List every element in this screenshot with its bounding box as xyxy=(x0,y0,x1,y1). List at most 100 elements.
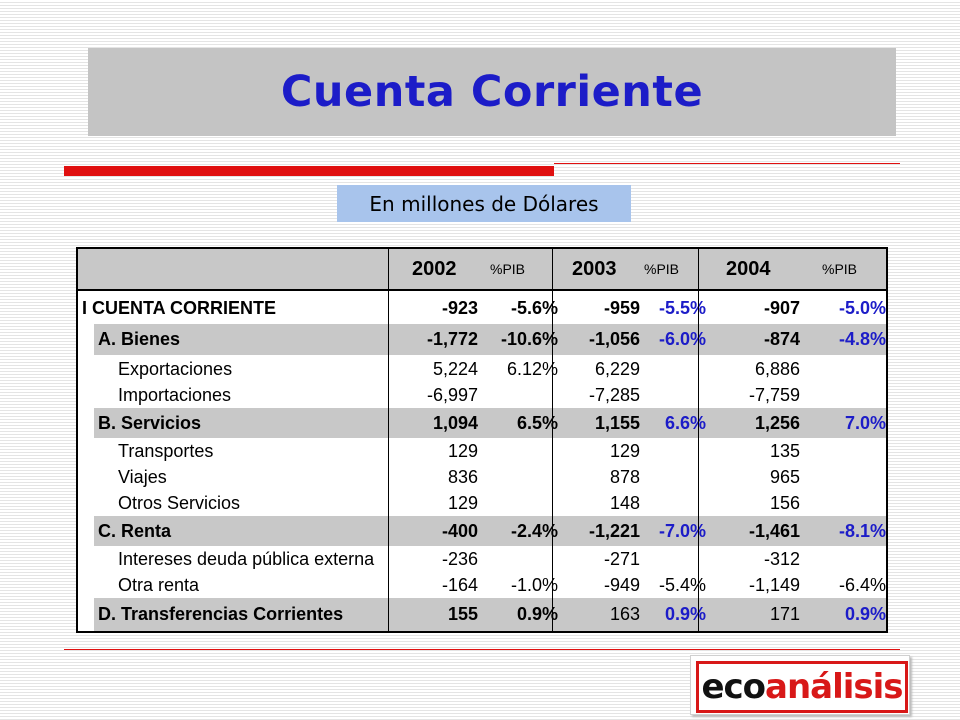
value-2003: 6,229 xyxy=(594,358,640,379)
value-2002: -923 xyxy=(441,297,478,318)
table-row: C. Renta -400 -2.4% -1,221 -7.0% -1,461 … xyxy=(78,516,886,546)
header-pib-2002: %PIB xyxy=(490,261,526,277)
value-2004: -312 xyxy=(763,548,800,569)
ecoanalisis-logo: eco análisis xyxy=(690,655,910,715)
value-2004: 171 xyxy=(769,604,800,624)
value-2003: -271 xyxy=(603,548,640,569)
row-label: B. Servicios xyxy=(98,412,202,433)
row-label: Exportaciones xyxy=(118,358,233,379)
header-2003: 2003 xyxy=(572,257,617,280)
value-2004: 135 xyxy=(769,440,800,461)
value-2003: 878 xyxy=(609,466,640,487)
column-divider xyxy=(552,249,553,631)
pib-2002: -2.4% xyxy=(510,520,558,541)
row-label: Intereses deuda pública externa xyxy=(118,548,375,569)
subtitle-box: En millones de Dólares xyxy=(337,185,631,222)
header-pib-2004: %PIB xyxy=(822,261,858,277)
table-row: B. Servicios 1,094 6.5% 1,155 6.6% 1,256… xyxy=(78,408,886,438)
value-2002: 836 xyxy=(447,466,478,487)
row-band xyxy=(94,324,886,355)
pib-2002: 0.9% xyxy=(516,604,558,624)
pib-2004: -5.0% xyxy=(838,297,886,318)
value-2004: -907 xyxy=(763,297,800,318)
value-2002: 5,224 xyxy=(432,358,478,379)
header-2002: 2002 xyxy=(412,257,457,280)
pib-2004: -8.1% xyxy=(838,520,886,541)
table-row: I CUENTA CORRIENTE -923 -5.6% -959 -5.5%… xyxy=(78,293,886,323)
value-2003: 1,155 xyxy=(594,412,640,433)
pib-2003: 6.6% xyxy=(664,412,706,433)
pib-2002: 6.12% xyxy=(506,358,558,379)
pib-2002: -1.0% xyxy=(510,574,558,595)
value-2002: -236 xyxy=(441,548,478,569)
row-label: Transportes xyxy=(118,440,214,461)
row-label: D. Transferencias Corrientes xyxy=(98,604,344,624)
table-row: D. Transferencias Corrientes 155 0.9% 16… xyxy=(78,598,886,631)
value-2002: 129 xyxy=(447,492,478,513)
value-2004: 6,886 xyxy=(754,358,800,379)
value-2002: -164 xyxy=(441,574,478,595)
table-row: A. Bienes -1,772 -10.6% -1,056 -6.0% -87… xyxy=(78,324,886,355)
value-2004: -874 xyxy=(763,329,800,349)
table-row: Intereses deuda pública externa -236 -27… xyxy=(78,546,886,572)
column-divider xyxy=(698,249,699,631)
value-2003: 129 xyxy=(609,440,640,461)
logo-text-analisis: análisis xyxy=(765,667,904,707)
row-label: Otros Servicios xyxy=(118,492,241,513)
divider-bottom xyxy=(64,649,900,650)
slide-title: Cuenta Corriente xyxy=(280,67,704,117)
value-2004: -1,461 xyxy=(748,520,800,541)
pib-2004: 0.9% xyxy=(844,604,886,624)
row-band xyxy=(94,408,886,438)
table-header-row: 2002 %PIB 2003 %PIB 2004 %PIB xyxy=(78,249,886,289)
value-2003: -949 xyxy=(603,574,640,595)
divider-top xyxy=(554,163,900,164)
value-2002: -1,772 xyxy=(426,329,478,349)
value-2003: -959 xyxy=(603,297,640,318)
value-2003: 163 xyxy=(609,604,640,624)
header-2004: 2004 xyxy=(726,257,771,280)
row-label: Importaciones xyxy=(118,384,232,405)
pib-2004: 7.0% xyxy=(844,412,886,433)
red-accent-bar xyxy=(64,166,554,176)
pib-2004: -6.4% xyxy=(838,574,886,595)
title-bar: Cuenta Corriente xyxy=(88,48,896,136)
value-2003: -1,221 xyxy=(588,520,640,541)
pib-2003: -5.4% xyxy=(658,574,706,595)
value-2003: -1,056 xyxy=(588,329,640,349)
row-band xyxy=(94,516,886,546)
pib-2004: -4.8% xyxy=(838,329,886,349)
value-2003: 148 xyxy=(609,492,640,513)
pib-2003: -6.0% xyxy=(658,329,706,349)
row-label: I CUENTA CORRIENTE xyxy=(82,297,277,318)
table-row: Exportaciones 5,224 6.12% 6,229 6,886 xyxy=(78,356,886,382)
row-label: C. Renta xyxy=(98,520,172,541)
pib-2002: -10.6% xyxy=(500,329,558,349)
row-label: Otra renta xyxy=(118,574,200,595)
logo-frame: eco análisis xyxy=(696,661,908,713)
table-row: Viajes 836 878 965 xyxy=(78,464,886,490)
value-2002: -400 xyxy=(441,520,478,541)
current-account-table: 2002 %PIB 2003 %PIB 2004 %PIB I CUENTA C… xyxy=(76,247,888,633)
header-pib-2003: %PIB xyxy=(644,261,680,277)
pib-2002: 6.5% xyxy=(516,412,558,433)
table-row: Otra renta -164 -1.0% -949 -5.4% -1,149 … xyxy=(78,572,886,598)
value-2002: 155 xyxy=(447,604,478,624)
table-row: Otros Servicios 129 148 156 xyxy=(78,490,886,516)
value-2003: -7,285 xyxy=(588,384,640,405)
value-2004: -1,149 xyxy=(748,574,800,595)
pib-2003: 0.9% xyxy=(664,604,706,624)
value-2002: 129 xyxy=(447,440,478,461)
row-label: A. Bienes xyxy=(98,329,181,349)
logo-text-eco: eco xyxy=(701,667,766,707)
value-2004: 156 xyxy=(769,492,800,513)
subtitle-text: En millones de Dólares xyxy=(369,191,599,216)
value-2002: 1,094 xyxy=(432,412,478,433)
value-2004: -7,759 xyxy=(748,384,800,405)
row-band xyxy=(94,598,886,631)
header-band xyxy=(78,249,886,289)
value-2002: -6,997 xyxy=(426,384,478,405)
table-row: Importaciones -6,997 -7,285 -7,759 xyxy=(78,382,886,408)
pib-2003: -5.5% xyxy=(658,297,706,318)
header-rule xyxy=(78,289,886,291)
